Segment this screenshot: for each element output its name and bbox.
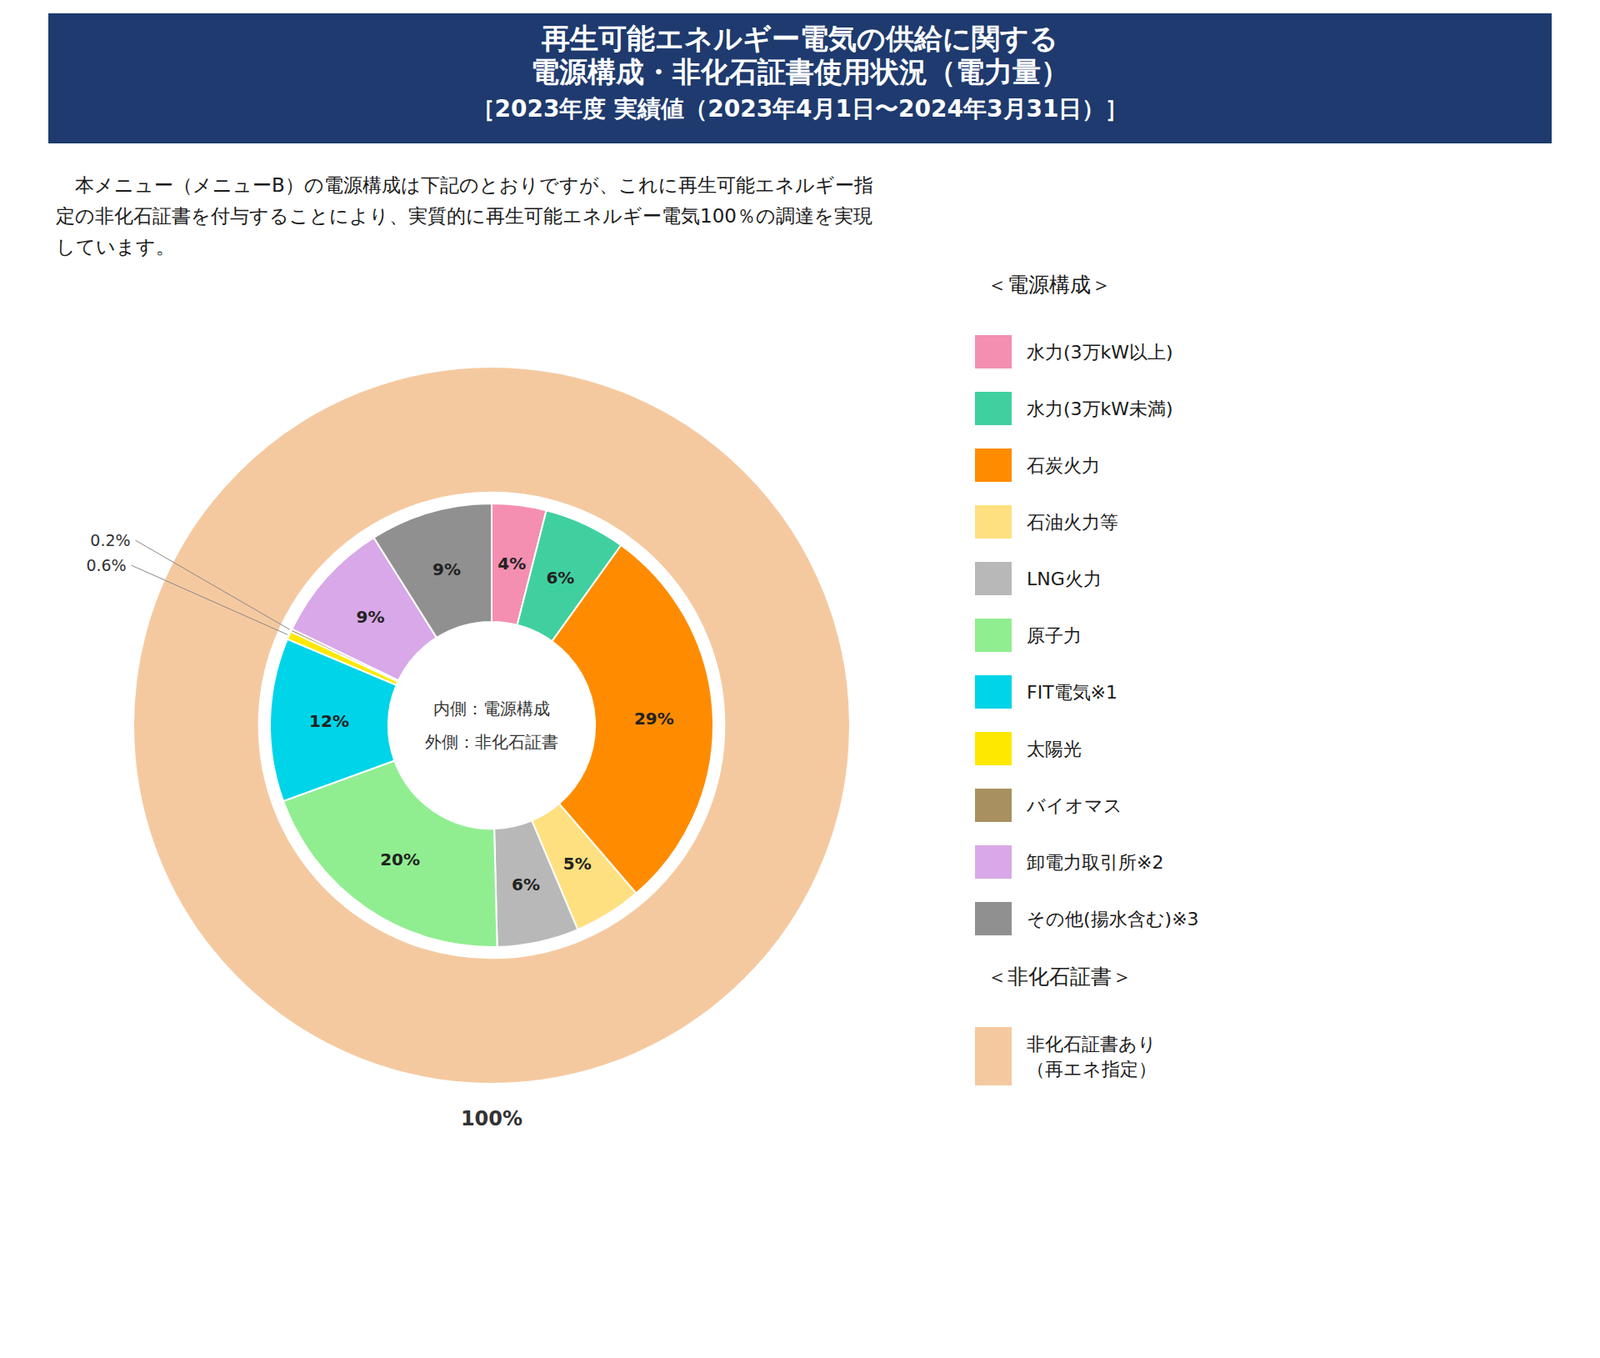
- wedges: [133, 366, 850, 1084]
- data-label: 6%: [511, 874, 540, 895]
- legend-label: 水力(3万kW未満): [1026, 398, 1174, 420]
- subtitle: ［2023年度 実績値（2023年4月1日〜2024年3月31日）］: [471, 95, 1130, 123]
- legend-swatch: [975, 1026, 1012, 1085]
- data-label: 0.2%: [90, 530, 130, 550]
- data-label: 5%: [563, 853, 592, 874]
- data-label: 4%: [497, 553, 526, 574]
- legend-swatch: [975, 788, 1012, 822]
- body-text: 本メニュー（メニューB）の電源構成は下記のとおりですが、これに再生可能エネルギー…: [55, 174, 874, 196]
- data-label: 100%: [460, 1106, 523, 1130]
- legend-label: （再エネ指定）: [1026, 1058, 1157, 1080]
- data-label: 6%: [545, 567, 575, 588]
- data-label: 20%: [380, 849, 420, 870]
- legend-title: ＜非化石証書＞: [986, 964, 1133, 989]
- title-band: [48, 13, 1552, 144]
- background: [0, 0, 1600, 1358]
- legend-swatch: [975, 731, 1012, 765]
- legend-swatch: [975, 675, 1012, 709]
- center-text: 内側：電源構成: [433, 698, 550, 719]
- data-label: 9%: [356, 606, 385, 627]
- donut: [133, 366, 850, 1084]
- data-label: 12%: [309, 710, 350, 731]
- wedge: [373, 503, 492, 638]
- title: 電源構成・非化石証書使用状況（電力量）: [530, 55, 1070, 89]
- legend-label: 原子力: [1026, 625, 1082, 646]
- labels: 4% 6% 29% 5% 6% 20% 12% 0.6% 0.2% 9% 9% 100% 内側：電源構成…: [85, 530, 674, 1130]
- data-label: 29%: [634, 707, 675, 728]
- legend-label: 石炭火力: [1026, 455, 1100, 476]
- legend-swatch: [975, 391, 1012, 425]
- legend-label: その他(揚水含む)※3: [1026, 908, 1200, 930]
- legend-label: FIT電気※1: [1026, 681, 1118, 703]
- wedge: [494, 820, 578, 947]
- legend-swatch: [975, 448, 1012, 482]
- legend: ＜電源構成＞ 水力(3万kW以上) 水力(3万kW未満) 石炭火力石油火力等 LNG火力…: [975, 272, 1200, 1085]
- legend-swatch: [975, 618, 1012, 652]
- legend-swatch: [975, 335, 1012, 369]
- title: 再生可能エネルギー電気の供給に関する: [540, 21, 1059, 55]
- body-text: 定の非化石証書を付与することにより、実質的に再生可能エネルギー電気100％の調達…: [55, 205, 873, 227]
- legend-title: ＜電源構成＞: [986, 272, 1112, 297]
- legend-label: 卸電力取引所※2: [1026, 851, 1164, 873]
- data-label: 9%: [432, 559, 461, 580]
- legend-swatch: [975, 561, 1012, 595]
- legend-label: 石油火力等: [1026, 511, 1119, 533]
- leader-line: [135, 540, 290, 630]
- legend-label: 水力(3万kW以上): [1026, 341, 1174, 363]
- legend-label: LNG火力: [1026, 568, 1102, 590]
- legend-label: 非化石証書あり: [1026, 1033, 1157, 1055]
- legend-label: 太陽光: [1026, 738, 1082, 760]
- leader-line: [131, 565, 288, 635]
- legend-swatch: [975, 845, 1012, 879]
- legend-label: バイオマス: [1025, 795, 1123, 816]
- wedge: [133, 366, 850, 1084]
- data-label: 0.6%: [85, 555, 126, 575]
- legend-swatch: [975, 901, 1012, 935]
- legend-swatch: [975, 505, 1012, 539]
- body-text: しています。: [55, 235, 175, 258]
- center-text: 外側：非化石証書: [425, 731, 559, 752]
- chart: 再生可能エネルギー電気の供給に関する電源構成・非化石証書使用状況（電力量） ［20…: [0, 0, 1600, 1358]
